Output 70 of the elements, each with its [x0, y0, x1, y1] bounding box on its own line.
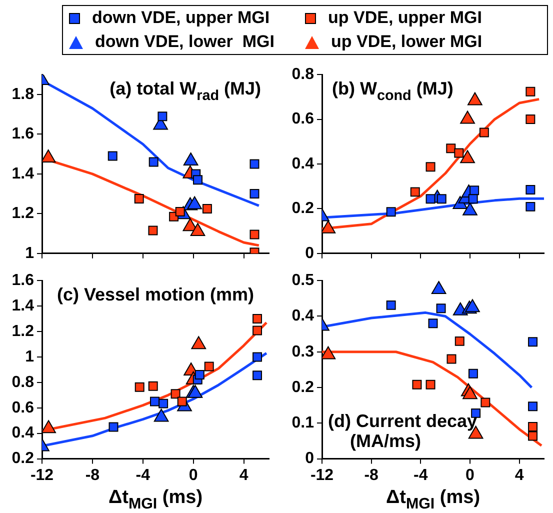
- point: [436, 304, 446, 314]
- chart-title: (c) Vessel motion (mm): [56, 284, 254, 305]
- x-tick-label: 0: [466, 466, 475, 484]
- point: [108, 422, 118, 432]
- y-tick-label: 0: [305, 450, 314, 468]
- x-tick-label: 4: [239, 466, 248, 484]
- y-tick-label: 0.4: [292, 308, 314, 325]
- y-tick-label: 0.1: [292, 414, 314, 432]
- legend-label: up VDE, lower MGI: [331, 32, 482, 52]
- point: [528, 337, 538, 347]
- point: [194, 370, 204, 380]
- point: [252, 352, 262, 362]
- y-tick-label: 0.2: [12, 450, 34, 468]
- y-tick-label: 1.6: [12, 126, 34, 143]
- y-tick-label: 0.3: [292, 343, 314, 360]
- y-tick-label: 0.6: [12, 399, 34, 416]
- point: [204, 362, 214, 372]
- point: [150, 396, 160, 406]
- x-tick-label: -12: [30, 466, 54, 484]
- point: [158, 398, 168, 408]
- point: [426, 380, 436, 390]
- y-tick-label: 1.2: [12, 322, 34, 340]
- point: [465, 299, 480, 312]
- y-tick-label: 1.6: [12, 272, 34, 290]
- point: [528, 431, 538, 441]
- y-tick-label: 0.5: [292, 272, 314, 290]
- point: [252, 370, 262, 380]
- x-tick-label: -4: [136, 466, 150, 484]
- y-tick-label: 1.8: [12, 86, 34, 103]
- y-tick-label: 1: [25, 348, 34, 366]
- x-tick-label: 0: [188, 466, 198, 484]
- y-tick-label: 0.2: [292, 378, 314, 396]
- point: [252, 314, 262, 324]
- y-tick-label: 0.2: [292, 200, 314, 218]
- legend-label: up VDE, upper MGI: [328, 8, 482, 28]
- legend-label: down VDE, upper MGI: [92, 8, 270, 28]
- y-tick-label: 0.4: [292, 155, 314, 172]
- point: [170, 389, 180, 399]
- point: [528, 402, 538, 412]
- point: [322, 346, 336, 360]
- point: [446, 354, 456, 364]
- point: [412, 380, 422, 390]
- y-tick-label: 1.2: [12, 205, 34, 222]
- point: [134, 382, 144, 392]
- point: [154, 408, 169, 422]
- y-tick-label: 0.6: [292, 110, 314, 128]
- y-tick-label: 0.8: [12, 374, 34, 391]
- y-tick-label: 0.4: [12, 424, 34, 442]
- x-tick-label: -8: [364, 466, 379, 484]
- y-tick-label: 0: [305, 244, 314, 262]
- x-tick-label: -12: [310, 466, 334, 484]
- x-tick-label: -8: [85, 466, 100, 484]
- point: [431, 281, 446, 294]
- text: (d) Current decay (MA/ms): [328, 410, 478, 451]
- x-tick-label: -4: [414, 466, 428, 484]
- point: [386, 300, 396, 310]
- y-tick-label: 1: [25, 244, 34, 262]
- point: [42, 420, 56, 434]
- x-tick-label: 4: [514, 466, 524, 484]
- y-tick-label: 1.4: [12, 165, 34, 182]
- point: [480, 398, 490, 408]
- point: [528, 422, 538, 432]
- point: [468, 368, 478, 378]
- point: [428, 318, 438, 328]
- legend-label: down VDE, lower MGI: [95, 32, 274, 52]
- point: [252, 326, 262, 336]
- point: [148, 381, 158, 391]
- y-tick-label: 0.8: [292, 66, 314, 84]
- point: [454, 336, 464, 346]
- y-tick-label: 1.4: [12, 297, 34, 314]
